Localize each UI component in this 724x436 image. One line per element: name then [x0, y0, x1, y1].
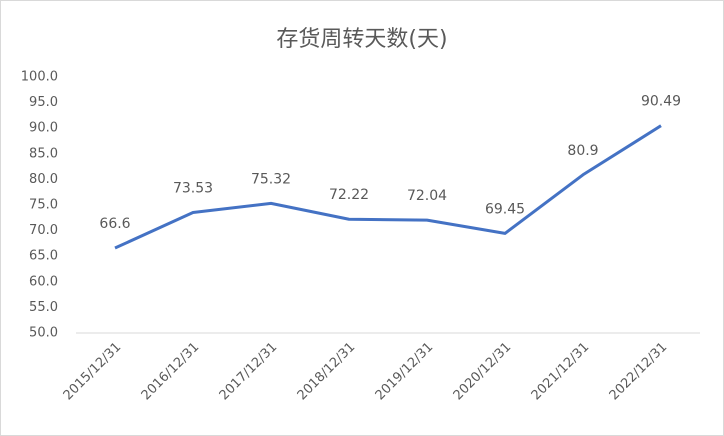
data-label: 73.53 [173, 181, 213, 197]
y-tick-label: 100.0 [21, 70, 58, 85]
chart-title: 存货周转天数(天) [276, 27, 447, 52]
y-tick-label: 75.0 [29, 198, 58, 213]
line [114, 124, 662, 250]
data-label: 72.04 [407, 188, 447, 204]
y-tick-label: 60.0 [29, 274, 58, 289]
data-label: 90.49 [641, 94, 681, 110]
y-tick-label: 70.0 [29, 223, 58, 238]
data-label: 69.45 [485, 201, 525, 217]
y-tick-label: 80.0 [29, 172, 58, 187]
y-tick-label: 50.0 [29, 326, 58, 341]
data-label: 66.6 [99, 216, 130, 232]
y-tick-label: 90.0 [29, 121, 58, 136]
data-label: 80.9 [567, 143, 598, 159]
y-tick-label: 65.0 [29, 249, 58, 264]
y-tick-label: 85.0 [29, 146, 58, 161]
y-tick-label: 55.0 [29, 300, 58, 315]
data-label: 75.32 [251, 171, 291, 187]
data-label: 72.22 [329, 187, 369, 203]
y-tick-label: 95.0 [29, 95, 58, 110]
